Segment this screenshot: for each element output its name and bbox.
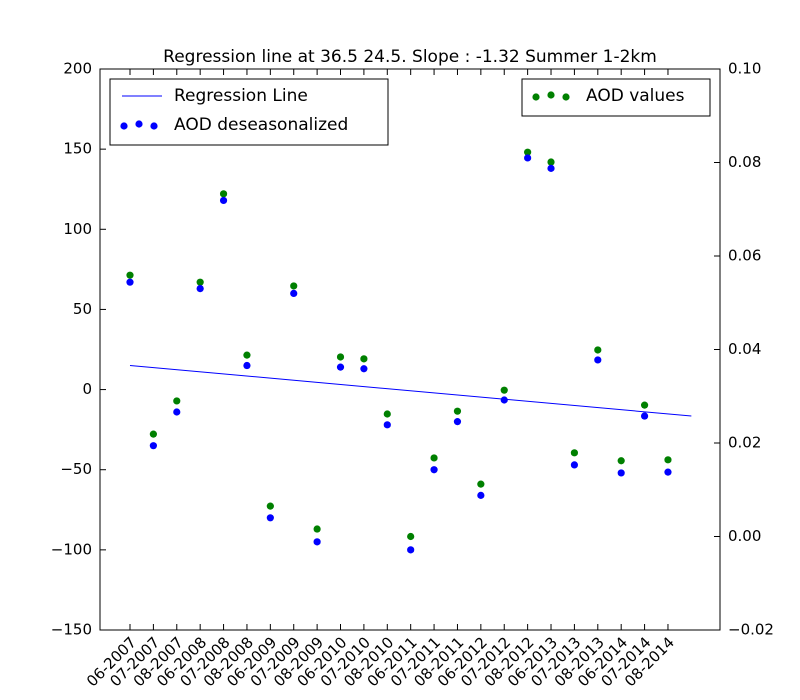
point [524, 154, 532, 162]
point [360, 365, 368, 373]
point [149, 442, 157, 450]
y-tick-label: 100 [63, 220, 92, 238]
y2-tick-label: 0.08 [728, 153, 761, 171]
point [430, 454, 438, 462]
plot-frame [99, 68, 721, 631]
point [266, 502, 274, 510]
point [524, 148, 532, 156]
y-tick-label: 50 [73, 300, 92, 318]
point [196, 278, 204, 286]
point [149, 430, 157, 438]
legend: AOD values [521, 78, 711, 117]
legend-box [109, 78, 389, 146]
y-tick-label: −150 [51, 621, 92, 639]
legend: Regression Line AOD deseasonalized [109, 78, 389, 146]
point [126, 271, 134, 279]
point [664, 468, 672, 476]
point [477, 480, 485, 488]
y2-tick-label: 0.02 [728, 434, 761, 452]
point [313, 538, 321, 546]
point [617, 457, 625, 465]
point [173, 397, 181, 405]
legend-marker [562, 93, 570, 101]
point [453, 407, 462, 415]
y2-tick-label: 0.04 [728, 340, 761, 358]
y-tick-label: 150 [63, 140, 92, 158]
y-tick-label: 0 [82, 380, 92, 398]
point [196, 284, 204, 293]
point [243, 351, 251, 359]
legend-label: Regression Line [174, 86, 308, 106]
point [477, 491, 485, 499]
point [219, 190, 228, 198]
point [336, 353, 345, 361]
point [594, 346, 602, 354]
point [313, 525, 321, 533]
point [500, 386, 508, 394]
y2-tick-label: 0.06 [728, 247, 761, 265]
point [640, 401, 649, 409]
legend-label: AOD values [586, 86, 685, 106]
legend-marker [120, 122, 128, 130]
point [430, 466, 438, 474]
y2-tick-label: 0.10 [728, 60, 761, 78]
point [617, 469, 625, 477]
point [664, 456, 672, 464]
chart-title: Regression line at 36.5 24.5. Slope : -1… [163, 47, 657, 67]
y2-tick-label: 0.00 [728, 527, 761, 545]
point [407, 546, 415, 554]
point [640, 412, 649, 420]
point [336, 363, 345, 371]
point [266, 514, 274, 522]
point [126, 278, 134, 286]
point [453, 418, 462, 426]
point [290, 289, 298, 297]
point [570, 449, 579, 457]
point [407, 532, 415, 541]
y2-tick-label: −0.02 [728, 621, 774, 639]
point [500, 396, 508, 404]
point [360, 355, 368, 363]
legend-marker [532, 93, 540, 101]
legend-marker [547, 91, 555, 99]
point [290, 282, 298, 290]
y-tick-label: −50 [60, 460, 92, 478]
y-tick-label: 200 [63, 60, 92, 78]
y-tick-label: −100 [51, 540, 92, 558]
point [173, 408, 181, 416]
point [547, 158, 555, 166]
point [547, 164, 555, 172]
point [383, 410, 391, 418]
legend-marker [135, 120, 143, 128]
point [243, 361, 251, 370]
point [570, 461, 579, 469]
legend-label: AOD deseasonalized [174, 115, 348, 135]
point [383, 421, 391, 429]
point [219, 196, 228, 205]
regression-line [129, 365, 692, 417]
legend-marker [150, 122, 158, 130]
point [594, 356, 602, 364]
